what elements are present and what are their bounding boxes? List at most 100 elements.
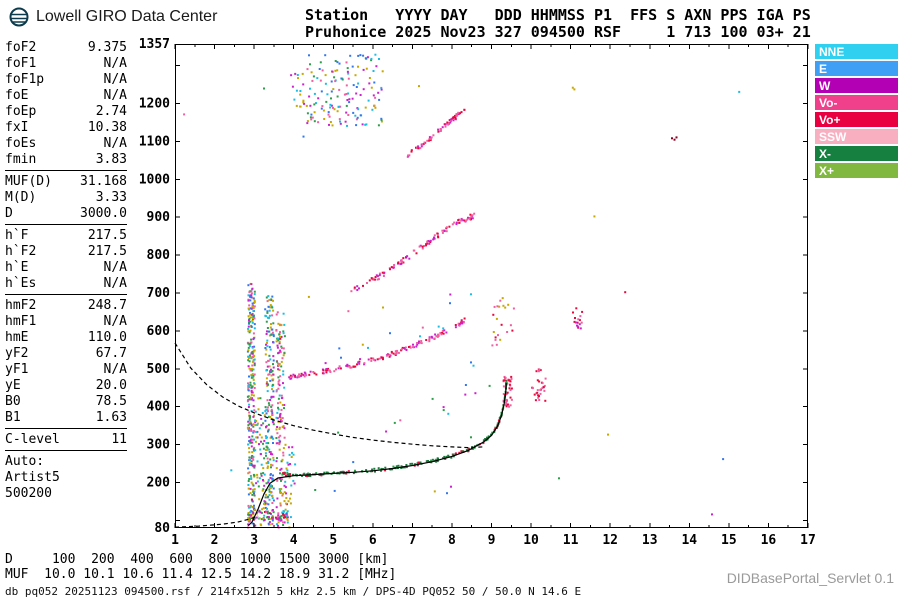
e-profile-dashed [174, 515, 259, 528]
param-value: 9.375 [87, 40, 127, 55]
x-tick-label: 17 [800, 533, 816, 548]
param-row-ye: yE 20.0 [5, 378, 127, 394]
y-tick-label: 1357 [139, 37, 170, 52]
ionogram-canvas: 1 2 3 4 5 6 7 8 9 10 11 12 13 14 15 16 17135712001100100… [139, 37, 816, 548]
param-value: N/A [103, 276, 127, 291]
param-row-hmf2: hmF2 248.7 [5, 298, 127, 314]
header-values-line: Pruhonice 2025 Nov23 327 094500 RSF 1 71… [305, 23, 811, 41]
param-row-yf2: yF2 67.7 [5, 346, 127, 362]
param-label: foEp [5, 104, 37, 119]
param-label: h`F [5, 228, 29, 243]
x-tick-label: 11 [563, 533, 579, 548]
param-value: N/A [103, 88, 127, 103]
param-value: 20.0 [95, 378, 127, 393]
param-value: 248.7 [87, 298, 127, 313]
param-value: N/A [103, 314, 127, 329]
param-label: foF1 [5, 56, 37, 71]
param-row-b0: B0 78.5 [5, 394, 127, 410]
param-value: N/A [103, 362, 127, 377]
header-format-line: Station YYYY DAY DDD HHMMSS P1 FFS S AXN… [305, 6, 811, 24]
param-row-fof2: foF2 9.375 [5, 40, 127, 56]
param-label: yE [5, 378, 21, 393]
param-row-artist5: Artist5 [5, 470, 127, 486]
param-row-b1: B1 1.63 [5, 410, 127, 426]
x-tick-label: 9 [488, 533, 496, 548]
echo-direction-legend: NNE E W Vo- Vo+ SSW X- X+ [815, 44, 898, 180]
param-value: 2.74 [95, 104, 127, 119]
param-value: 11 [111, 432, 127, 447]
giro-globe-icon [9, 7, 29, 27]
param-group: MUF(D) 31.168 M(D) 3.33 D 3000.0 [5, 174, 127, 225]
distance-row: D 100 200 400 600 800 1000 1500 3000 [km… [5, 552, 389, 567]
y-tick-label: 300 [147, 438, 171, 453]
legend-item-ssw: SSW [815, 129, 898, 144]
param-row-h-e: h`E N/A [5, 260, 127, 276]
x-tick-label: 10 [523, 533, 539, 548]
y-tick-label: 700 [147, 286, 171, 301]
param-label: fxI [5, 120, 29, 135]
axes-layer: 1 2 3 4 5 6 7 8 9 10 11 12 13 14 15 16 17135712001100100… [139, 37, 816, 548]
param-row-auto-: Auto: [5, 454, 127, 470]
x-tick-label: 15 [721, 533, 737, 548]
legend-item-nne: NNE [815, 44, 898, 59]
ionogram-plot: 1 2 3 4 5 6 7 8 9 10 11 12 13 14 15 16 17 1357 1200 1100 100… [139, 37, 816, 548]
param-value: 67.7 [95, 346, 127, 361]
y-tick-label: 80 [154, 521, 170, 536]
param-label: M(D) [5, 190, 37, 205]
param-row-h-f: h`F 217.5 [5, 228, 127, 244]
param-label: foF1p [5, 72, 45, 87]
x-tick-label: 12 [602, 533, 618, 548]
param-row-yf1: yF1 N/A [5, 362, 127, 378]
giro-logo[interactable]: Lowell GIRO Data Center [8, 6, 217, 28]
param-row-fmin: fmin 3.83 [5, 152, 127, 168]
x-tick-label: 5 [329, 533, 337, 548]
x-tick-label: 4 [290, 533, 298, 548]
legend-item-x-: X+ [815, 163, 898, 178]
x-tick-label: 13 [642, 533, 658, 548]
param-value: 3.33 [95, 190, 127, 205]
x-tick-label: 1 [171, 533, 179, 548]
param-value: 217.5 [87, 244, 127, 259]
param-label: foF2 [5, 40, 37, 55]
param-row-foep: foEp 2.74 [5, 104, 127, 120]
giro-logo-text: Lowell GIRO Data Center [36, 8, 218, 25]
param-row-c-level: C-level 11 [5, 432, 127, 448]
param-label: h`F2 [5, 244, 37, 259]
x-tick-label: 14 [681, 533, 697, 548]
param-label: hmF1 [5, 314, 37, 329]
x-tick-label: 3 [250, 533, 258, 548]
param-label: MUF(D) [5, 174, 52, 189]
y-tick-label: 1100 [139, 134, 170, 149]
legend-item-x-: X- [815, 146, 898, 161]
y-tick-label: 1000 [139, 172, 170, 187]
param-row-foe: foE N/A [5, 88, 127, 104]
param-group: hmF2 248.7 hmF1 N/A hmE 110.0 yF2 67.7 yF1 N/A yE 2… [5, 298, 127, 429]
param-row-m-d-: M(D) 3.33 [5, 190, 127, 206]
param-row-hmf1: hmF1 N/A [5, 314, 127, 330]
param-value: N/A [103, 260, 127, 275]
param-label: Artist5 [5, 470, 60, 485]
fitted-curves-layer [174, 342, 507, 528]
servlet-version: DIDBasePortal_Servlet 0.1 [726, 570, 894, 586]
param-label: B0 [5, 394, 21, 409]
y-tick-label: 500 [147, 362, 171, 377]
param-value: 217.5 [87, 228, 127, 243]
param-label: hmF2 [5, 298, 37, 313]
legend-item-vo-: Vo+ [815, 112, 898, 127]
x-tick-label: 2 [211, 533, 219, 548]
param-row-muf-d-: MUF(D) 31.168 [5, 174, 127, 190]
x-tick-label: 7 [408, 533, 416, 548]
param-row-h-es: h`Es N/A [5, 276, 127, 292]
param-label: D [5, 206, 13, 221]
param-value: N/A [103, 136, 127, 151]
param-row-fof1: foF1 N/A [5, 56, 127, 72]
x-tick-label: 16 [761, 533, 777, 548]
param-value: N/A [103, 72, 127, 87]
param-row-fof1p: foF1p N/A [5, 72, 127, 88]
param-group: h`F 217.5 h`F2 217.5 h`E N/A h`Es N/A [5, 228, 127, 295]
parameter-panel: foF2 9.375 foF1 N/A foF1p N/A foE N/A foEp 2.74 fx… [5, 40, 127, 507]
legend-item-vo-: Vo- [815, 95, 898, 110]
param-group: Auto: Artist5 500200 [5, 454, 127, 504]
echo-scatter-layer [183, 53, 741, 529]
